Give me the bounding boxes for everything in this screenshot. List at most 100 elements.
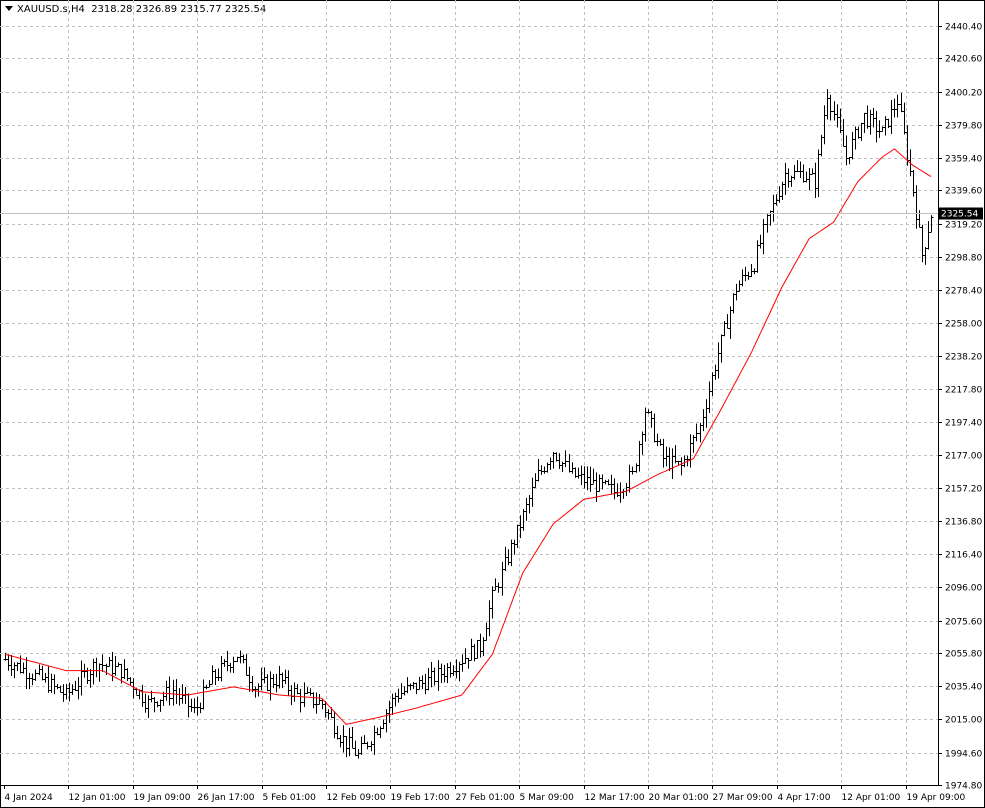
ohlc-bar — [591, 468, 596, 485]
ohlc-bar — [423, 673, 428, 695]
low-value: 2315.77 — [180, 4, 222, 15]
ohlc-bar — [146, 695, 151, 719]
ohlc-bar — [487, 600, 492, 637]
ohlc-bar — [311, 692, 316, 709]
ohlc-bar — [728, 306, 733, 339]
ohlc-bar — [765, 214, 770, 233]
ohlc-bar — [277, 665, 282, 689]
ohlc-bar — [432, 667, 437, 686]
ohlc-bar — [512, 539, 517, 555]
ohlc-bar — [835, 104, 840, 128]
ohlc-bar — [140, 684, 145, 708]
ohlc-bar — [186, 693, 191, 718]
chart-header: XAUUSD.s,H4 2318.28 2326.89 2315.77 2325… — [5, 4, 266, 16]
ohlc-bar — [804, 171, 809, 183]
ohlc-bar — [384, 709, 389, 733]
ohlc-bar — [73, 680, 78, 692]
ohlc-bar — [874, 111, 879, 143]
price-tick-label: 2379.80 — [945, 122, 982, 132]
ohlc-bar — [390, 693, 395, 715]
time-tick-label: 12 Jan 01:00 — [69, 793, 126, 803]
symbol-label: XAUUSD.s,H4 — [17, 4, 85, 15]
ohlc-bar — [417, 676, 422, 690]
ohlc-bar — [369, 741, 374, 752]
ohlc-bar — [771, 194, 776, 222]
ohlc-bar — [183, 687, 188, 704]
ohlc-bar — [347, 727, 352, 757]
price-tick-label: 2015.00 — [945, 716, 982, 726]
ohlc-bar — [530, 477, 535, 507]
ohlc-bar — [673, 445, 678, 464]
ohlc-bar — [877, 120, 882, 138]
ohlc-bar — [895, 94, 900, 118]
ohlc-bar — [926, 221, 931, 250]
ohlc-bar — [180, 684, 185, 704]
dropdown-triangle-icon[interactable] — [5, 6, 13, 11]
ohlc-bar — [847, 157, 852, 165]
ohlc-bar — [731, 293, 736, 314]
ohlc-bar — [704, 399, 709, 428]
ohlc-bar — [152, 697, 157, 713]
time-tick-label: 26 Jan 17:00 — [198, 793, 255, 803]
price-tick-label: 2278.40 — [945, 287, 982, 297]
ohlc-bar — [439, 663, 444, 684]
ohlc-bar — [850, 131, 855, 160]
ohlc-bar — [524, 497, 529, 521]
ohlc-bar — [222, 659, 227, 667]
ohlc-bar — [451, 665, 456, 676]
ohlc-bar — [402, 686, 407, 696]
time-tick-label: 5 Feb 01:00 — [263, 793, 317, 803]
ohlc-bar — [825, 89, 830, 120]
ohlc-bar — [381, 719, 386, 730]
ohlc-bar — [920, 224, 925, 263]
ohlc-bar — [195, 696, 200, 716]
price-tick-label: 2075.60 — [945, 618, 982, 628]
ohlc-bar — [448, 661, 453, 678]
ohlc-bar — [500, 561, 505, 596]
ohlc-bar — [216, 668, 221, 681]
ohlc-bar — [256, 683, 261, 697]
close-value: 2325.54 — [224, 4, 267, 15]
ohlc-bar — [670, 448, 675, 479]
ohlc-bar — [548, 457, 553, 471]
ohlc-bar — [362, 735, 367, 744]
price-tick-label: 2177.00 — [945, 452, 982, 462]
ohlc-bar — [429, 662, 434, 688]
ohlc-bar — [143, 693, 148, 713]
ohlc-bar — [856, 126, 861, 139]
ohlc-bar — [283, 669, 288, 684]
ohlc-bar — [749, 263, 754, 278]
ohlc-bar — [466, 657, 471, 669]
ohlc-bar — [862, 112, 867, 134]
ohlc-bar — [640, 431, 645, 455]
ohlc-bar — [396, 688, 401, 703]
price-tick-label: 2217.80 — [945, 386, 982, 396]
ohlc-bar — [679, 457, 684, 476]
ohlc-bar — [637, 440, 642, 472]
ohlc-bar — [484, 622, 489, 641]
ohlc-bar — [219, 656, 224, 682]
time-tick-label: 12 Apr 01:00 — [842, 793, 901, 803]
ohlc-bar — [174, 679, 179, 704]
price-tick-label: 2258.00 — [945, 320, 982, 330]
ohlc-bar — [463, 648, 468, 664]
ohlc-bar — [88, 669, 93, 688]
ohlc-bar — [326, 709, 331, 720]
current-price-badge — [939, 207, 983, 220]
price-tick-label: 2197.40 — [945, 419, 982, 429]
ohlc-bar — [646, 409, 651, 414]
time-tick-label: 20 Mar 01:00 — [649, 793, 709, 803]
ohlc-bar — [97, 663, 102, 682]
ohlc-bar — [192, 698, 197, 714]
ohlc-bar — [365, 741, 370, 750]
ohlc-bar — [302, 682, 307, 708]
ohlc-bar — [344, 736, 349, 758]
ohlc-bar — [393, 692, 398, 707]
ohlc-bar — [274, 673, 279, 693]
ohlc-bar — [113, 655, 118, 676]
ohlc-bar — [630, 466, 635, 475]
ohlc-bar — [338, 734, 343, 748]
ohlc-bar — [652, 413, 657, 443]
